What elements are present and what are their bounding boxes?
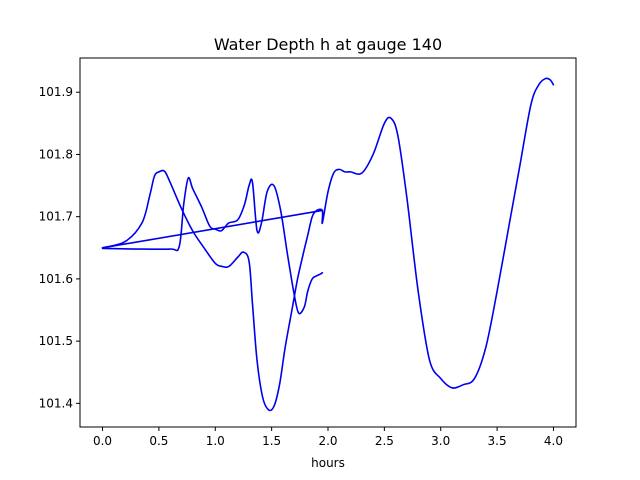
y-tick-label: 101.5 xyxy=(39,334,73,348)
y-tick-label: 101.7 xyxy=(39,210,73,224)
x-axis-label: hours xyxy=(311,456,345,470)
plot-frame xyxy=(79,57,577,428)
y-tick-label: 101.6 xyxy=(39,272,73,286)
x-tick-label: 2.5 xyxy=(375,434,394,448)
series-layer xyxy=(101,77,555,412)
series-line-3 xyxy=(101,209,324,249)
y-tick-label: 101.8 xyxy=(39,147,73,161)
x-tick-label: 0.0 xyxy=(93,434,112,448)
x-tick-label: 2.0 xyxy=(318,434,337,448)
x-tick-label: 4.0 xyxy=(544,434,563,448)
series-line-2 xyxy=(101,176,324,315)
x-axis: 0.0 0.5 1.0 1.5 2.0 2.5 3.0 3.5 4.0 xyxy=(93,427,563,448)
series-line-1 xyxy=(101,77,555,412)
x-tick-label: 3.0 xyxy=(431,434,450,448)
x-tick-label: 1.0 xyxy=(206,434,225,448)
x-tick-label: 1.5 xyxy=(262,434,281,448)
y-tick-label: 101.4 xyxy=(39,396,73,410)
x-tick-label: 0.5 xyxy=(149,434,168,448)
y-axis: 101.4 101.5 101.6 101.7 101.8 101.9 xyxy=(39,85,80,410)
x-tick-label: 3.5 xyxy=(488,434,507,448)
y-tick-label: 101.9 xyxy=(39,85,73,99)
chart-title: Water Depth h at gauge 140 xyxy=(214,35,442,54)
